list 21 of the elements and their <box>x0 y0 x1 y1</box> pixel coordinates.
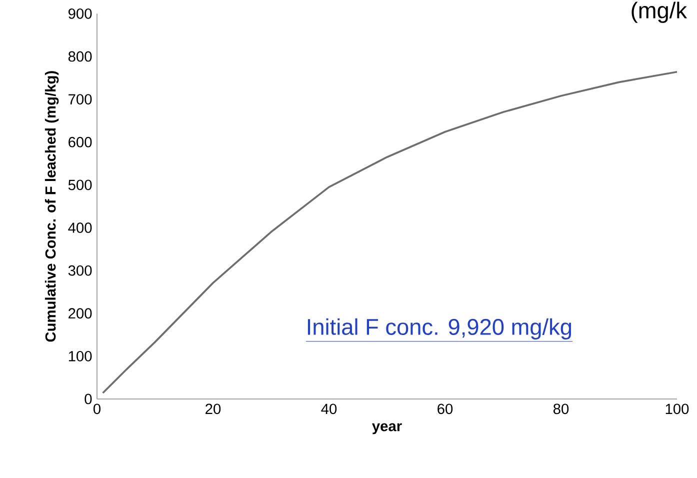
x-tick-label: 0 <box>93 404 100 414</box>
y-tick-label: 200 <box>68 308 92 319</box>
line-series <box>102 70 678 394</box>
x-tick-label: 100 <box>666 404 689 414</box>
y-tick-label: 500 <box>68 180 92 190</box>
x-tick-label: 80 <box>553 404 569 414</box>
y-axis-title: Cumulative Conc. of F leached (mg/kg) <box>44 71 59 342</box>
y-tick-label: 700 <box>68 94 92 104</box>
y-tick-label: 400 <box>68 222 92 233</box>
y-tick-label: 100 <box>68 350 92 362</box>
y-tick-label: 800 <box>68 51 92 62</box>
y-tick-label: 0 <box>84 394 92 404</box>
annotation: Initial F conc. 9,920 mg/kg <box>308 318 572 340</box>
x-tick-label: 60 <box>438 404 453 414</box>
y-tick-label: 900 <box>68 8 92 19</box>
x-tick-label: 40 <box>321 404 337 414</box>
y-tick-label: 600 <box>68 136 92 148</box>
x-axis-title: year <box>372 423 402 434</box>
y-tick-label: 300 <box>68 265 92 276</box>
annotation: (mg/k <box>632 2 688 23</box>
x-tick-label: 20 <box>206 404 221 414</box>
